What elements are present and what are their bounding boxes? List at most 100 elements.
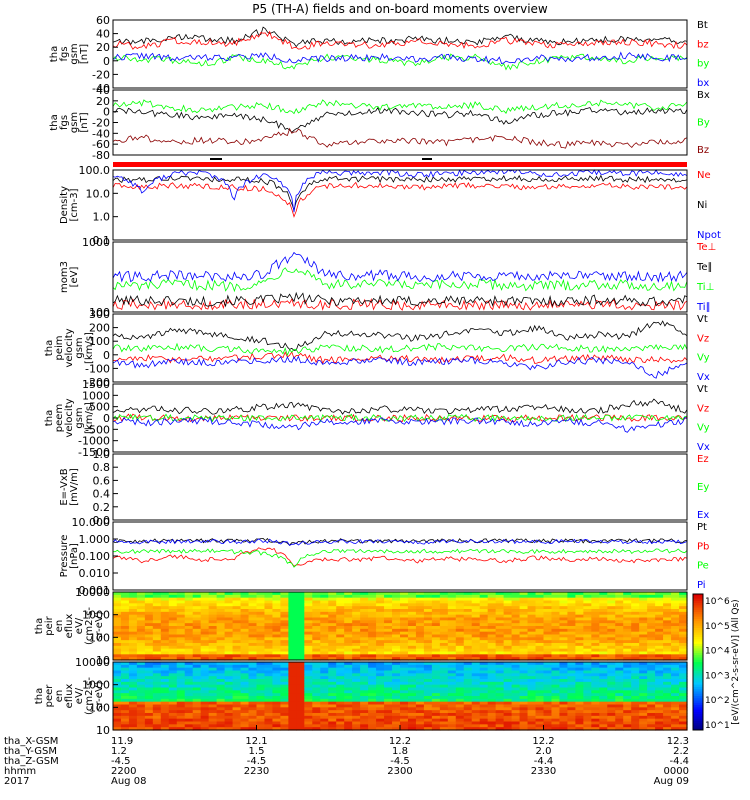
heatmap-cell bbox=[543, 707, 553, 711]
y-axis-label: thapeemvelocitygsm[km/s] bbox=[44, 398, 95, 437]
heatmap-cell bbox=[487, 704, 497, 708]
heatmap-cell bbox=[495, 592, 505, 596]
heatmap-cell bbox=[647, 648, 656, 653]
heatmap-cell bbox=[495, 606, 505, 610]
heatmap-cell bbox=[360, 597, 369, 602]
heatmap-cell bbox=[120, 657, 130, 661]
heatmap-cell bbox=[272, 707, 282, 711]
heatmap-cell bbox=[599, 606, 608, 610]
heatmap-cell bbox=[296, 603, 305, 607]
heatmap-cell bbox=[144, 698, 154, 703]
heatmap-cell bbox=[423, 592, 433, 596]
heatmap-cell bbox=[599, 673, 608, 677]
heatmap-cell bbox=[160, 718, 170, 723]
heatmap-cell bbox=[559, 681, 569, 686]
heatmap-cell bbox=[639, 620, 648, 624]
heatmap-cell bbox=[200, 631, 210, 636]
heatmap-cell bbox=[392, 648, 401, 653]
heatmap-cell bbox=[559, 657, 569, 661]
heatmap-cell bbox=[495, 611, 505, 616]
heatmap-cell bbox=[655, 710, 664, 714]
heatmap-cell bbox=[168, 640, 178, 644]
heatmap-cell bbox=[280, 617, 289, 621]
heatmap-cell bbox=[623, 679, 632, 683]
heatmap-cell bbox=[655, 643, 664, 647]
heatmap-cell bbox=[216, 600, 226, 604]
heatmap-cell bbox=[360, 609, 369, 613]
heatmap-cell bbox=[272, 676, 282, 680]
heatmap-cell bbox=[503, 690, 513, 694]
heatmap-cell bbox=[128, 667, 138, 672]
heatmap-cell bbox=[671, 594, 680, 599]
heatmap-cell bbox=[264, 645, 274, 650]
heatmap-cell bbox=[280, 704, 289, 708]
legend-Bz: Bz bbox=[697, 145, 709, 156]
heatmap-cell bbox=[567, 681, 576, 686]
heatmap-cell bbox=[336, 648, 345, 653]
heatmap-cell bbox=[344, 670, 353, 674]
heatmap-cell bbox=[511, 611, 521, 616]
heatmap-cell bbox=[455, 670, 465, 674]
heatmap-cell bbox=[583, 617, 592, 621]
heatmap-cell bbox=[208, 651, 218, 655]
heatmap-cell bbox=[559, 710, 569, 714]
heatmap-cell bbox=[232, 603, 242, 607]
heatmap-cell bbox=[376, 664, 385, 669]
heatmap-cell bbox=[487, 631, 497, 636]
heatmap-cell bbox=[423, 664, 433, 669]
heatmap-cell bbox=[136, 670, 146, 674]
heatmap-cell bbox=[567, 657, 576, 661]
heatmap-cell bbox=[224, 645, 234, 650]
heatmap-cell bbox=[663, 718, 672, 723]
heatmap-cell bbox=[216, 623, 226, 627]
heatmap-cell bbox=[312, 690, 321, 694]
heatmap-cell bbox=[415, 651, 425, 655]
heatmap-cell bbox=[232, 710, 242, 714]
heatmap-cell bbox=[583, 631, 592, 636]
heatmap-cell bbox=[368, 684, 377, 689]
heatmap-cell bbox=[368, 626, 377, 630]
heatmap-cell bbox=[423, 698, 433, 703]
heatmap-cell bbox=[679, 654, 688, 658]
heatmap-cell bbox=[423, 681, 433, 686]
heatmap-cell bbox=[631, 645, 640, 650]
heatmap-cell bbox=[583, 721, 592, 725]
heatmap-cell bbox=[344, 592, 353, 596]
heatmap-cell bbox=[296, 657, 305, 661]
heatmap-cell bbox=[583, 600, 592, 604]
heatmap-cell bbox=[136, 727, 146, 731]
heatmap-cell bbox=[511, 707, 521, 711]
heatmap-cell bbox=[479, 648, 489, 653]
heatmap-cell bbox=[392, 681, 401, 686]
heatmap-cell bbox=[280, 614, 289, 619]
heatmap-cell bbox=[519, 715, 529, 720]
heatmap-cell bbox=[455, 606, 465, 610]
heatmap-cell bbox=[591, 673, 600, 677]
heatmap-cell bbox=[264, 693, 274, 697]
heatmap-cell bbox=[336, 623, 345, 627]
heatmap-cell bbox=[447, 667, 457, 672]
heatmap-cell bbox=[312, 626, 321, 630]
heatmap-cell bbox=[631, 628, 640, 633]
heatmap-cell bbox=[519, 640, 529, 644]
heatmap-cell bbox=[615, 648, 624, 653]
heatmap-cell bbox=[439, 684, 449, 689]
heatmap-cell bbox=[280, 676, 289, 680]
heatmap-cell bbox=[200, 603, 210, 607]
heatmap-cell bbox=[559, 701, 569, 706]
heatmap-cell bbox=[671, 721, 680, 725]
heatmap-cell bbox=[256, 600, 266, 604]
heatmap-cell bbox=[304, 681, 313, 686]
heatmap-cell bbox=[647, 676, 656, 680]
heatmap-cell bbox=[368, 662, 377, 666]
heatmap-cell bbox=[655, 701, 664, 706]
heatmap-cell bbox=[575, 693, 584, 697]
heatmap-cell bbox=[511, 631, 521, 636]
heatmap-cell bbox=[639, 710, 648, 714]
heatmap-cell bbox=[679, 670, 688, 674]
heatmap-cell bbox=[216, 592, 226, 596]
heatmap-cell bbox=[200, 637, 210, 641]
heatmap-cell bbox=[511, 690, 521, 694]
heatmap-cell bbox=[120, 645, 130, 650]
